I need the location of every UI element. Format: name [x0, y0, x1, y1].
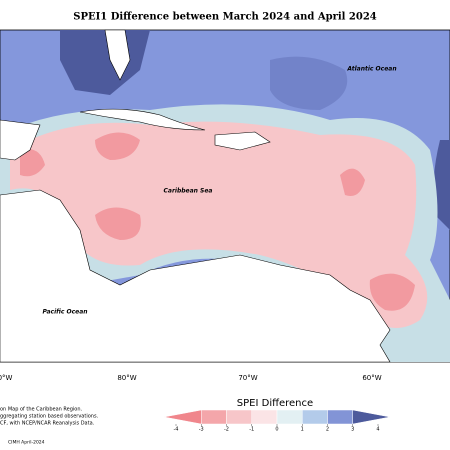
- credit: ggregating station based observations.: [0, 414, 99, 420]
- credit: CIMH April-2024: [8, 440, 45, 446]
- tick-label: -1: [249, 427, 254, 433]
- colorbar-segment: [251, 409, 278, 425]
- map: Atlantic Ocean Caribbean Sea Pacific Oce…: [0, 29, 450, 363]
- tick-label: -3: [199, 427, 204, 433]
- longitude-label: 0°W: [0, 374, 13, 382]
- sea-label: Caribbean Sea: [164, 188, 213, 195]
- legend-title: SPEI Difference: [237, 398, 313, 409]
- ocean-label: Pacific Ocean: [42, 309, 87, 316]
- ocean-label: Atlantic Ocean: [346, 66, 396, 73]
- longitude-label: 80°W: [117, 374, 136, 382]
- tick-label: -4: [174, 427, 179, 433]
- map-title: SPEI1 Difference between March 2024 and …: [73, 12, 377, 23]
- longitude-label: 60°W: [362, 374, 381, 382]
- colorbar-segment: [276, 409, 303, 425]
- tick-label: 1: [301, 427, 304, 433]
- colorbar: -4 -3 -2 -1 0 1 2 3 4: [163, 409, 391, 433]
- longitude-label: 70°W: [238, 374, 257, 382]
- credit: CF, with NCEP/NCAR Reanalysis Data.: [0, 421, 95, 427]
- colorbar-segment: [302, 409, 328, 425]
- colorbar-segment: [163, 409, 202, 425]
- tick-label: 2: [326, 427, 329, 433]
- tick-label: -2: [224, 427, 229, 433]
- credit: on Map of the Caribbean Region.: [0, 407, 83, 413]
- colorbar-segment: [327, 409, 353, 425]
- colorbar-segment: [201, 409, 227, 425]
- colorbar-segment: [352, 409, 391, 425]
- tick-label: 4: [376, 427, 379, 433]
- colorbar-segment: [226, 409, 252, 425]
- tick-label: 0: [275, 427, 278, 433]
- tick-label: 3: [351, 427, 354, 433]
